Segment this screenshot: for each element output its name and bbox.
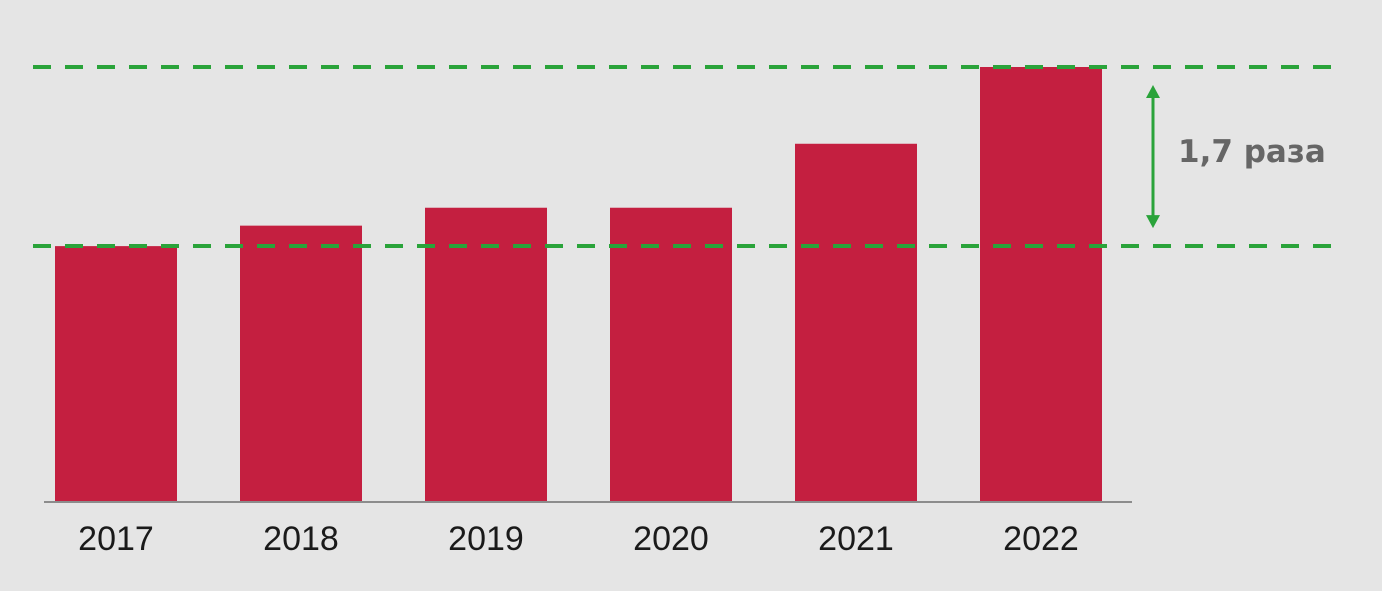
tick-labels-group: 2017 2018 2019 2020 2021 2022: [78, 520, 1079, 558]
x-tick-label-2021: 2021: [818, 520, 894, 558]
arrow-head-up-icon: [1146, 85, 1160, 98]
x-tick-label-2018: 2018: [263, 520, 339, 558]
bar-2021: [795, 143, 917, 502]
arrow-head-down-icon: [1146, 215, 1160, 229]
bar-2020: [610, 207, 732, 502]
bar-2018: [240, 225, 362, 502]
ratio-annotation: 1,7 раза: [1146, 85, 1326, 229]
bars-group: [55, 67, 1102, 502]
bar-2017: [55, 246, 177, 502]
bar-2019: [425, 207, 547, 502]
x-tick-label-2019: 2019: [448, 520, 524, 558]
x-tick-label-2022: 2022: [1003, 520, 1079, 558]
reference-lines-group: [33, 65, 1340, 248]
bar-2022: [980, 67, 1102, 502]
ratio-label: 1,7 раза: [1178, 134, 1326, 170]
x-tick-label-2017: 2017: [78, 520, 154, 558]
x-tick-label-2020: 2020: [633, 520, 709, 558]
